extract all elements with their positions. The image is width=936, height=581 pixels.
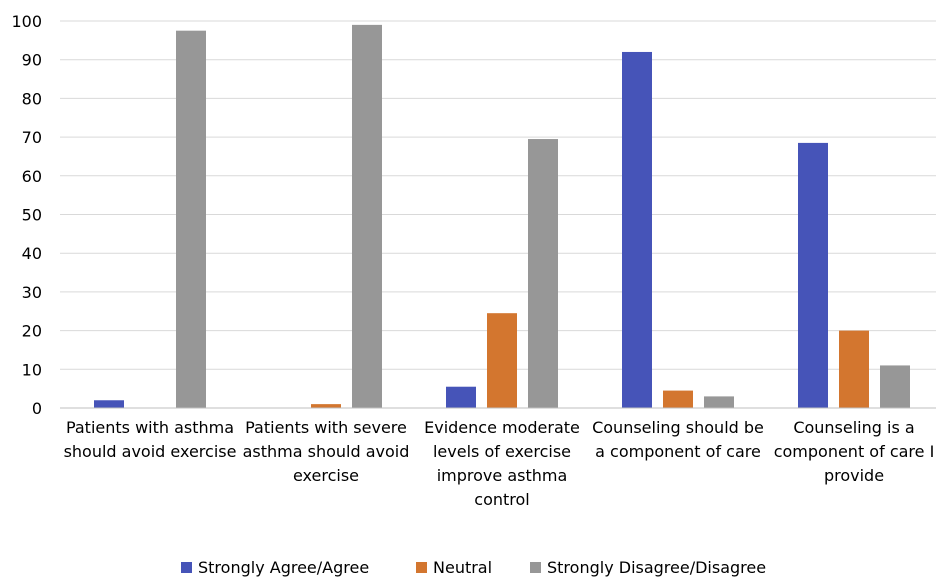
bar bbox=[311, 404, 341, 408]
y-tick-label: 70 bbox=[22, 128, 42, 147]
legend-swatch bbox=[181, 562, 192, 573]
legend-swatch bbox=[416, 562, 427, 573]
bar bbox=[352, 24, 382, 409]
bar bbox=[528, 139, 558, 408]
y-tick-label: 40 bbox=[22, 244, 42, 263]
bar bbox=[487, 313, 517, 408]
legend-label: Strongly Disagree/Disagree bbox=[547, 558, 766, 577]
legend-label: Neutral bbox=[433, 558, 492, 577]
legend-swatch bbox=[530, 562, 541, 573]
bar bbox=[704, 396, 734, 408]
x-tick-label: component of care I bbox=[774, 442, 935, 461]
y-tick-label: 80 bbox=[22, 89, 42, 108]
bar bbox=[94, 400, 124, 408]
y-tick-label: 50 bbox=[22, 206, 42, 225]
y-tick-label: 20 bbox=[22, 322, 42, 341]
x-tick-label: asthma should avoid bbox=[243, 442, 410, 461]
bar bbox=[839, 330, 869, 408]
legend: Strongly Agree/Agree Neutral Strongly Disa… bbox=[181, 558, 766, 577]
bar bbox=[798, 142, 828, 408]
bar bbox=[176, 30, 206, 409]
x-tick-label: provide bbox=[824, 466, 884, 485]
x-tick-label: exercise bbox=[293, 466, 359, 485]
y-tick-label: 30 bbox=[22, 283, 42, 302]
x-tick-label: Counseling should be bbox=[592, 418, 764, 437]
bar bbox=[880, 365, 910, 408]
x-tick-label: a component of care bbox=[595, 442, 761, 461]
y-tick-label: 100 bbox=[11, 12, 42, 31]
y-axis-ticks: 0 10 20 30 40 50 60 70 80 90 100 bbox=[11, 12, 42, 418]
x-tick-label: Evidence moderate bbox=[424, 418, 580, 437]
x-tick-label: Patients with severe bbox=[245, 418, 407, 437]
x-tick-label: should avoid exercise bbox=[64, 442, 237, 461]
y-tick-label: 0 bbox=[32, 399, 42, 418]
category-labels: Patients with asthma should avoid exercis… bbox=[64, 418, 935, 509]
x-tick-label: Counseling is a bbox=[793, 418, 914, 437]
y-tick-label: 10 bbox=[22, 360, 42, 379]
x-tick-label: levels of exercise bbox=[433, 442, 571, 461]
y-tick-label: 90 bbox=[22, 51, 42, 70]
legend-label: Strongly Agree/Agree bbox=[198, 558, 369, 577]
bar bbox=[663, 390, 693, 408]
x-tick-label: improve asthma bbox=[437, 466, 568, 485]
y-tick-label: 60 bbox=[22, 167, 42, 186]
x-tick-label: control bbox=[474, 490, 529, 509]
x-tick-label: Patients with asthma bbox=[66, 418, 234, 437]
bar bbox=[446, 386, 476, 408]
bar bbox=[622, 51, 652, 409]
bars bbox=[94, 24, 910, 409]
